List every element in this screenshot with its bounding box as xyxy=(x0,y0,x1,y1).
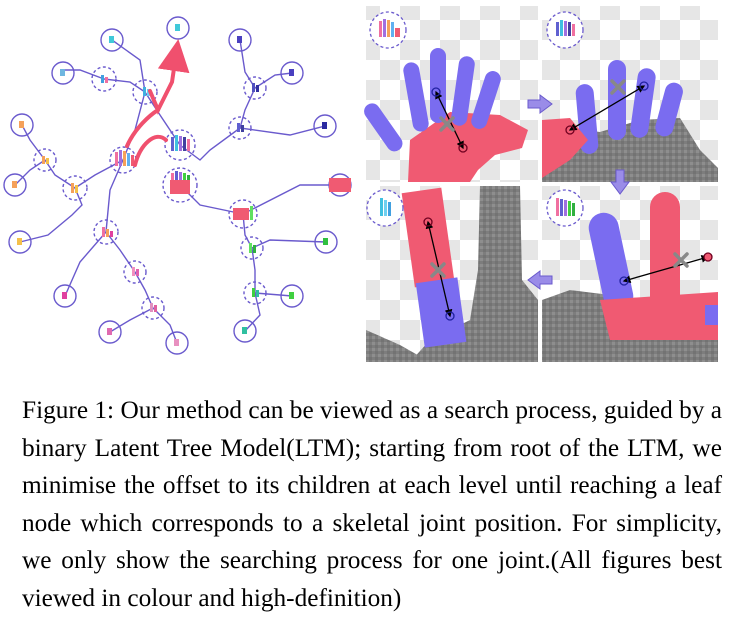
search-path-arrow xyxy=(125,39,190,167)
panel-flow-arrows xyxy=(527,94,630,290)
figure-label: Figure 1: xyxy=(22,396,115,424)
arrow-down-icon xyxy=(610,169,630,195)
hand-panel-3 xyxy=(366,186,538,362)
figure-caption: Figure 1: Our method can be viewed as a … xyxy=(22,392,722,617)
caption-text: Our method can be viewed as a search pro… xyxy=(22,396,722,612)
hand-panel-4 xyxy=(542,186,718,362)
hand-panel-1 xyxy=(364,6,538,182)
figure-1 xyxy=(3,6,718,362)
arrow-right-icon xyxy=(527,94,553,114)
latent-tree-model-diagram xyxy=(3,16,352,355)
tree-node-glyphs xyxy=(12,24,351,346)
hand-panel-2 xyxy=(542,6,718,182)
arrow-left-icon xyxy=(527,270,553,290)
